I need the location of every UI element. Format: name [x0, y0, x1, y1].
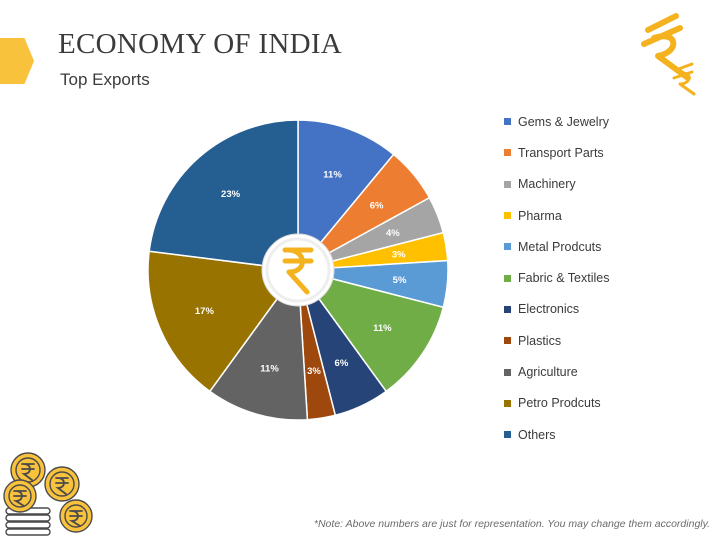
legend-swatch: [504, 243, 511, 251]
legend-item: Machinery: [504, 169, 609, 200]
footnote: *Note: Above numbers are just for repres…: [313, 518, 710, 530]
pie-data-label: 17%: [195, 306, 215, 317]
legend-swatch: [504, 305, 511, 313]
legend-label: Pharma: [518, 208, 562, 223]
legend-item: Electronics: [504, 294, 609, 325]
legend-swatch: [504, 399, 511, 407]
legend-label: Fabric & Textiles: [518, 271, 610, 286]
legend-item: Transport Parts: [504, 137, 609, 168]
pie-data-label: 6%: [370, 200, 384, 211]
legend-item: Fabric & Textiles: [504, 262, 609, 293]
legend-swatch: [504, 368, 511, 376]
legend-swatch: [504, 431, 511, 439]
pie-slice-9: [208, 267, 309, 421]
legend-label: Others: [518, 427, 556, 442]
pie-data-label: 5%: [393, 275, 407, 286]
legend-label: Transport Parts: [518, 145, 604, 160]
legend-item: Agriculture: [504, 356, 609, 387]
pie-data-label: 3%: [307, 366, 321, 377]
pie-data-label: 11%: [260, 363, 279, 374]
page-title: ECONOMY OF INDIA: [58, 28, 343, 60]
legend-item: Metal Prodcuts: [504, 231, 609, 262]
legend-swatch: [504, 212, 511, 220]
pie-data-label: 6%: [335, 358, 349, 369]
legend-swatch: [504, 149, 511, 157]
rupee-logo-icon: [641, 13, 696, 96]
pie-data-label: 11%: [323, 170, 342, 181]
legend-item: Gems & Jewelry: [504, 106, 609, 137]
legend-swatch: [504, 274, 511, 282]
legend-label: Agriculture: [518, 365, 578, 380]
page-subtitle: Top Exports: [60, 70, 150, 89]
pie-slice-6: [296, 268, 445, 393]
legend-label: Plastics: [518, 333, 562, 348]
legend-item: Others: [504, 419, 609, 450]
pie-data-label: 23%: [221, 189, 241, 200]
legend-label: Petro Prodcuts: [518, 396, 601, 411]
legend-swatch: [504, 180, 511, 188]
legend-label: Metal Prodcuts: [518, 239, 602, 254]
pie-center: [261, 233, 335, 307]
legend-swatch: [504, 118, 511, 126]
rupee-icon: [282, 247, 314, 295]
chart-legend: Gems & Jewelry Transport Parts Machinery Ph…: [504, 106, 609, 450]
legend-item: Plastics: [504, 325, 609, 356]
pie-data-label: 4%: [386, 228, 400, 239]
legend-item: Petro Prodcuts: [504, 388, 609, 419]
pie-slice-10: [147, 250, 300, 393]
legend-label: Machinery: [518, 177, 576, 192]
legend-label: Electronics: [518, 302, 580, 317]
rupee-coins-icon: [3, 452, 93, 536]
pie-data-label: 3%: [392, 250, 406, 261]
pie-slice-1: [297, 119, 395, 273]
pie-data-label: 11%: [373, 323, 392, 334]
legend-swatch: [504, 337, 511, 345]
legend-label: Gems & Jewelry: [518, 114, 609, 129]
pie-slice-11: [148, 119, 299, 271]
legend-item: Pharma: [504, 200, 609, 231]
